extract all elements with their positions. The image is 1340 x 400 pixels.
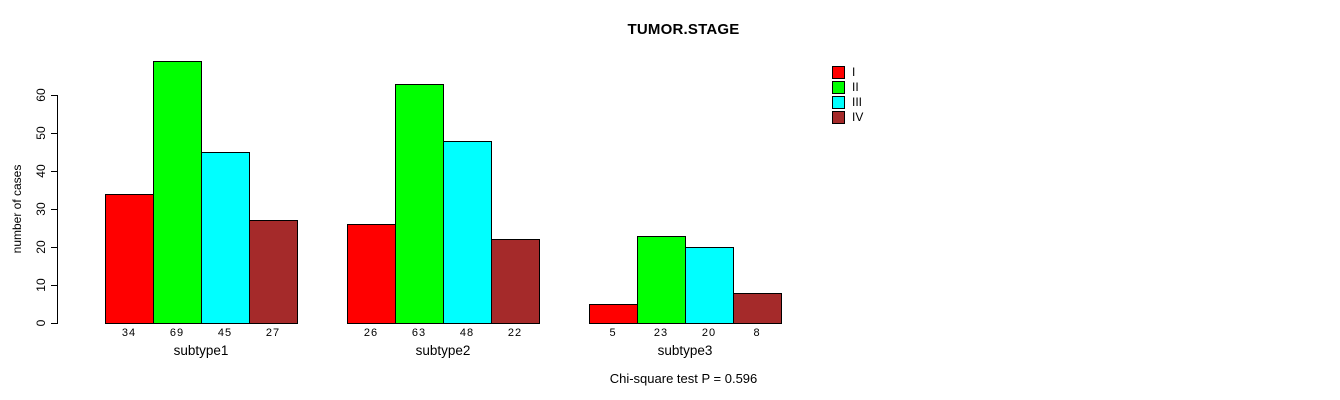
bar-subtype1-III [201,152,250,324]
y-axis-tick [51,285,57,286]
bar-subtype1-II [153,61,202,324]
y-axis-tick-label: 40 [34,164,48,178]
bar-value-label: 27 [265,327,281,339]
bar-subtype2-III [443,141,492,324]
y-axis-tick [51,247,57,248]
bar-value-label: 45 [217,327,233,339]
bar-subtype1-I [105,194,154,324]
bar-subtype2-IV [491,239,540,324]
x-axis-category-label: subtype2 [415,343,471,358]
bar-subtype3-III [685,247,734,324]
bar-subtype3-II [637,236,686,324]
y-axis-tick-label: 0 [34,319,48,327]
bar-value-label: 34 [121,327,137,339]
bar-value-label: 63 [411,327,427,339]
y-axis-tick [51,323,57,324]
bar-subtype2-II [395,84,444,324]
y-axis-line [57,95,58,324]
y-axis-tick [51,95,57,96]
y-axis-tick-label: 10 [34,278,48,292]
chart-title: TUMOR.STAGE [627,21,740,38]
bar-value-label: 48 [459,327,475,339]
y-axis-tick-label: 20 [34,240,48,254]
bar-subtype3-IV [733,293,782,324]
bar-value-label: 20 [701,327,717,339]
y-axis-tick [51,171,57,172]
y-axis-tick [51,209,57,210]
chi-square-annotation: Chi-square test P = 0.596 [609,371,758,386]
bar-value-label: 5 [609,327,617,339]
bar-subtype1-IV [249,220,298,324]
x-axis-category-label: subtype3 [657,343,713,358]
y-axis-tick-label: 50 [34,126,48,140]
y-axis-tick-label: 30 [34,202,48,216]
x-axis-category-label: subtype1 [173,343,229,358]
y-axis-tick-label: 60 [34,88,48,102]
bar-value-label: 22 [507,327,523,339]
bar-value-label: 69 [169,327,185,339]
bar-subtype2-I [347,224,396,324]
bar-subtype3-I [589,304,638,324]
y-axis-tick [51,133,57,134]
bar-value-label: 8 [753,327,761,339]
bar-value-label: 26 [363,327,379,339]
bar-value-label: 23 [653,327,669,339]
